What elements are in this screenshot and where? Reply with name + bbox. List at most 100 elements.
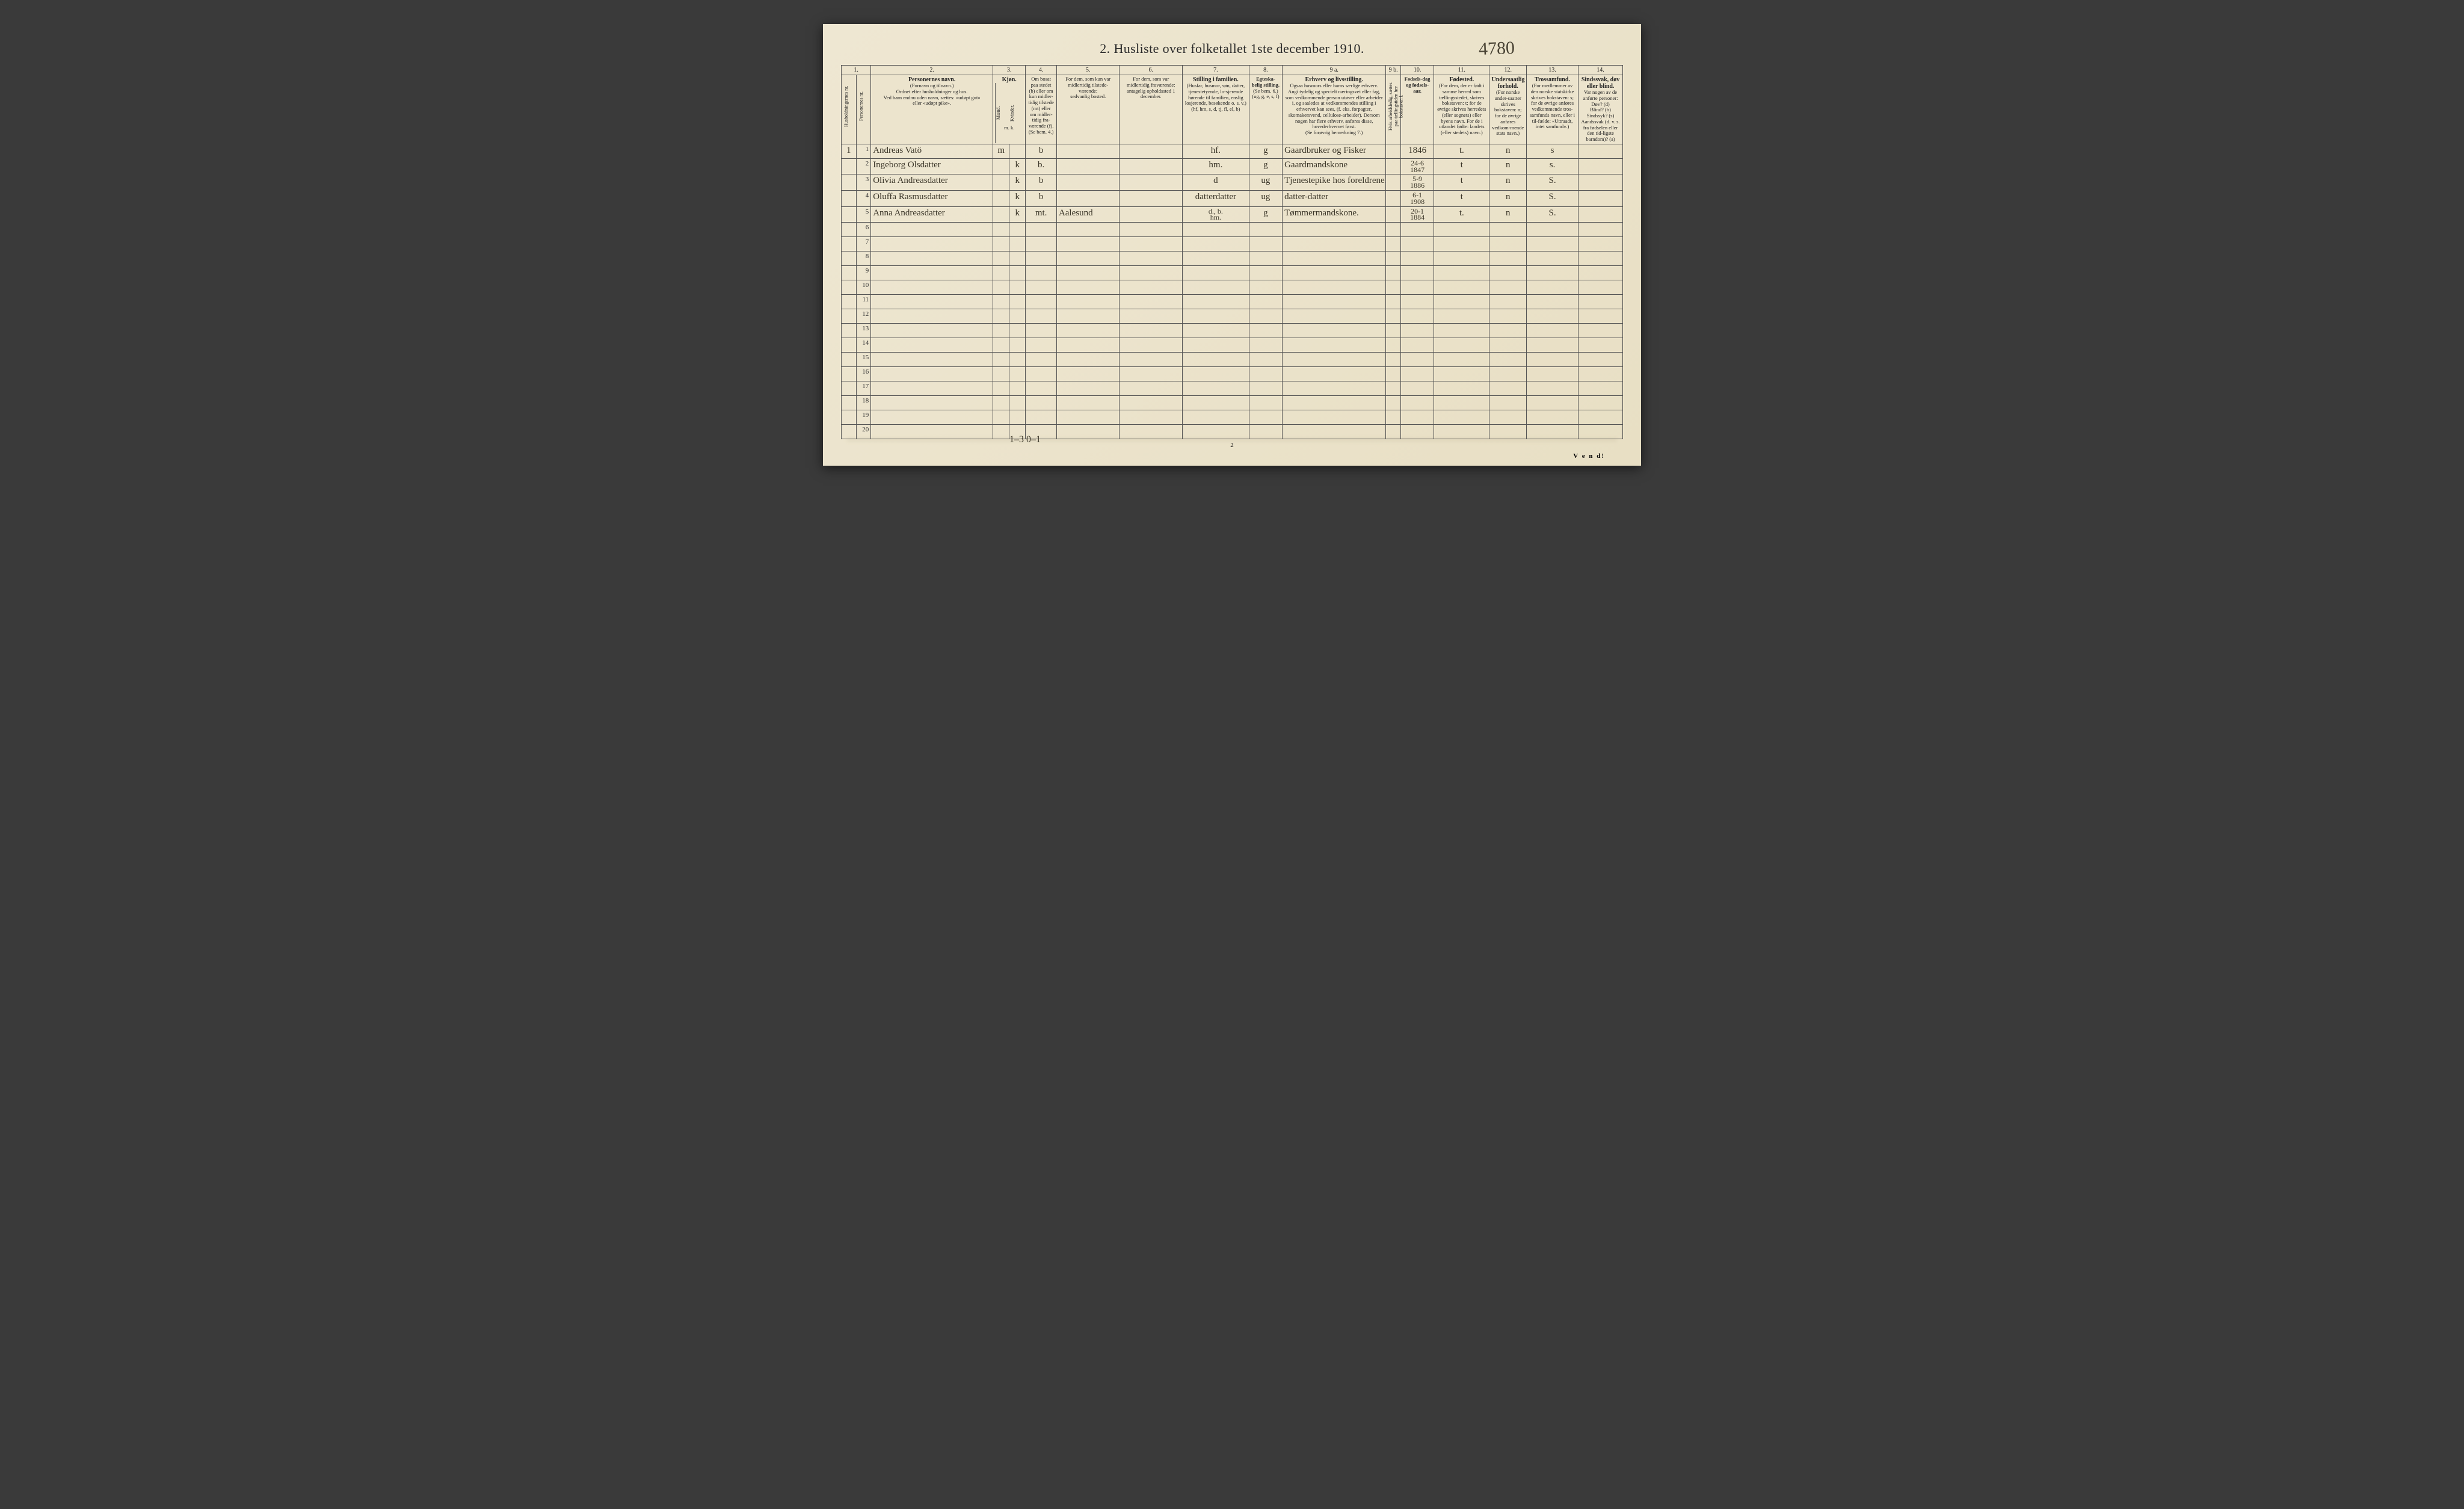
cell-empty (1489, 425, 1527, 439)
cell-empty (1120, 381, 1183, 396)
cell-empty (1434, 410, 1489, 425)
cell-empty (1056, 396, 1120, 410)
cell-empty (1249, 266, 1282, 280)
cell-empty (1489, 353, 1527, 367)
cell-empty (1056, 338, 1120, 353)
h-dob: Fødsels-dag og fødsels-aar. (1400, 75, 1434, 144)
cell-empty (993, 324, 1009, 338)
cell-rel: S. (1526, 191, 1578, 207)
cell-empty (1526, 338, 1578, 353)
cell-hh (842, 309, 857, 324)
cell-empty (993, 280, 1009, 295)
cell-empty (1283, 280, 1386, 295)
cell-c14 (1578, 191, 1623, 207)
h-religion: Trossamfund. (For medlemmer av den norsk… (1526, 75, 1578, 144)
cell-empty (1386, 295, 1401, 309)
cell-empty (993, 266, 1009, 280)
cell-sex-k (1009, 144, 1026, 158)
cell-empty (1283, 309, 1386, 324)
h-unemployed: Hvis arbeidsledig, sættes paa tællingsti… (1386, 75, 1401, 144)
cell-empty (1056, 309, 1120, 324)
cell-empty (1386, 266, 1401, 280)
cell-empty (1400, 280, 1434, 295)
cell-empty (1249, 425, 1282, 439)
h-name: Personernes navn. (Fornavn og tilnavn.) … (871, 75, 993, 144)
cell-empty (1026, 324, 1057, 338)
table-row-empty: 10 (842, 280, 1623, 295)
cell-empty (993, 381, 1009, 396)
cell-birthpl: t. (1434, 144, 1489, 158)
cell-pn: 13 (856, 324, 871, 338)
cell-empty (1434, 266, 1489, 280)
cell-empty (1120, 309, 1183, 324)
cell-fam: datterdatter (1183, 191, 1249, 207)
cell-empty (1526, 324, 1578, 338)
h-household-nr: Husholdningernes nr. (842, 75, 857, 144)
title-row: 2. Husliste over folketallet 1ste decemb… (841, 41, 1623, 57)
cell-empty (1526, 381, 1578, 396)
cell-empty (1026, 266, 1057, 280)
cell-empty (1489, 223, 1527, 237)
cell-empty (1026, 353, 1057, 367)
h-name-sub: (Fornavn og tilnavn.) Ordnet efter husho… (873, 83, 991, 106)
cell-empty (1400, 295, 1434, 309)
cell-empty (1249, 367, 1282, 381)
h-c14-sub: Var nogen av de anførte personer: Døv? (… (1580, 90, 1621, 143)
cell-sex-m: m (993, 144, 1009, 158)
cell-empty (1009, 237, 1026, 252)
h-birthplace: Fødested. (For dem, der er født i samme … (1434, 75, 1489, 144)
cell-name: Oluffa Rasmusdatter (871, 191, 993, 207)
cell-nat: n (1489, 174, 1527, 191)
colnum-9a: 9 a. (1283, 66, 1386, 75)
cell-c14 (1578, 206, 1623, 223)
cell-fam: d (1183, 174, 1249, 191)
cell-empty (1183, 324, 1249, 338)
cell-c5 (1056, 158, 1120, 174)
cell-empty (1249, 410, 1282, 425)
cell-l (1386, 206, 1401, 223)
table-row: 11Andreas Vatömbhf.gGaardbruker og Fiske… (842, 144, 1623, 158)
cell-empty (993, 425, 1009, 439)
cell-empty (1526, 280, 1578, 295)
cell-empty (1026, 396, 1057, 410)
h-residence: Om bosat paa stedet (b) eller om kun mid… (1026, 75, 1057, 144)
cell-empty (1386, 309, 1401, 324)
table-header: 1. 2. 3. 4. 5. 6. 7. 8. 9 a. 9 b. 10. 11… (842, 66, 1623, 144)
cell-empty (1489, 367, 1527, 381)
cell-empty (1400, 252, 1434, 266)
cell-pn: 18 (856, 396, 871, 410)
cell-c6 (1120, 158, 1183, 174)
cell-pn: 6 (856, 223, 871, 237)
cell-empty (871, 280, 993, 295)
cell-empty (1283, 353, 1386, 367)
cell-empty (1386, 237, 1401, 252)
cell-c14 (1578, 144, 1623, 158)
cell-empty (1009, 252, 1026, 266)
table-row-empty: 13 (842, 324, 1623, 338)
cell-empty (1578, 324, 1623, 338)
cell-empty (1056, 252, 1120, 266)
colnum-6: 6. (1120, 66, 1183, 75)
cell-empty (1009, 353, 1026, 367)
cell-empty (1283, 295, 1386, 309)
cell-empty (1489, 396, 1527, 410)
table-row-empty: 8 (842, 252, 1623, 266)
title-prefix: 2. (1100, 41, 1110, 56)
h-c14-title: Sindssvak, døv eller blind. (1582, 76, 1619, 90)
cell-l (1386, 191, 1401, 207)
cell-empty (1056, 280, 1120, 295)
cell-dob: 5-9 1886 (1400, 174, 1434, 191)
cell-empty (1120, 295, 1183, 309)
cell-mar: ug (1249, 191, 1282, 207)
cell-hh (842, 367, 857, 381)
cell-empty (1526, 396, 1578, 410)
cell-fam: hf. (1183, 144, 1249, 158)
cell-empty (993, 237, 1009, 252)
cell-pn: 2 (856, 158, 871, 174)
cell-empty (1400, 367, 1434, 381)
cell-empty (1578, 338, 1623, 353)
cell-empty (993, 223, 1009, 237)
cell-pn: 17 (856, 381, 871, 396)
cell-pn: 10 (856, 280, 871, 295)
cell-empty (1120, 425, 1183, 439)
